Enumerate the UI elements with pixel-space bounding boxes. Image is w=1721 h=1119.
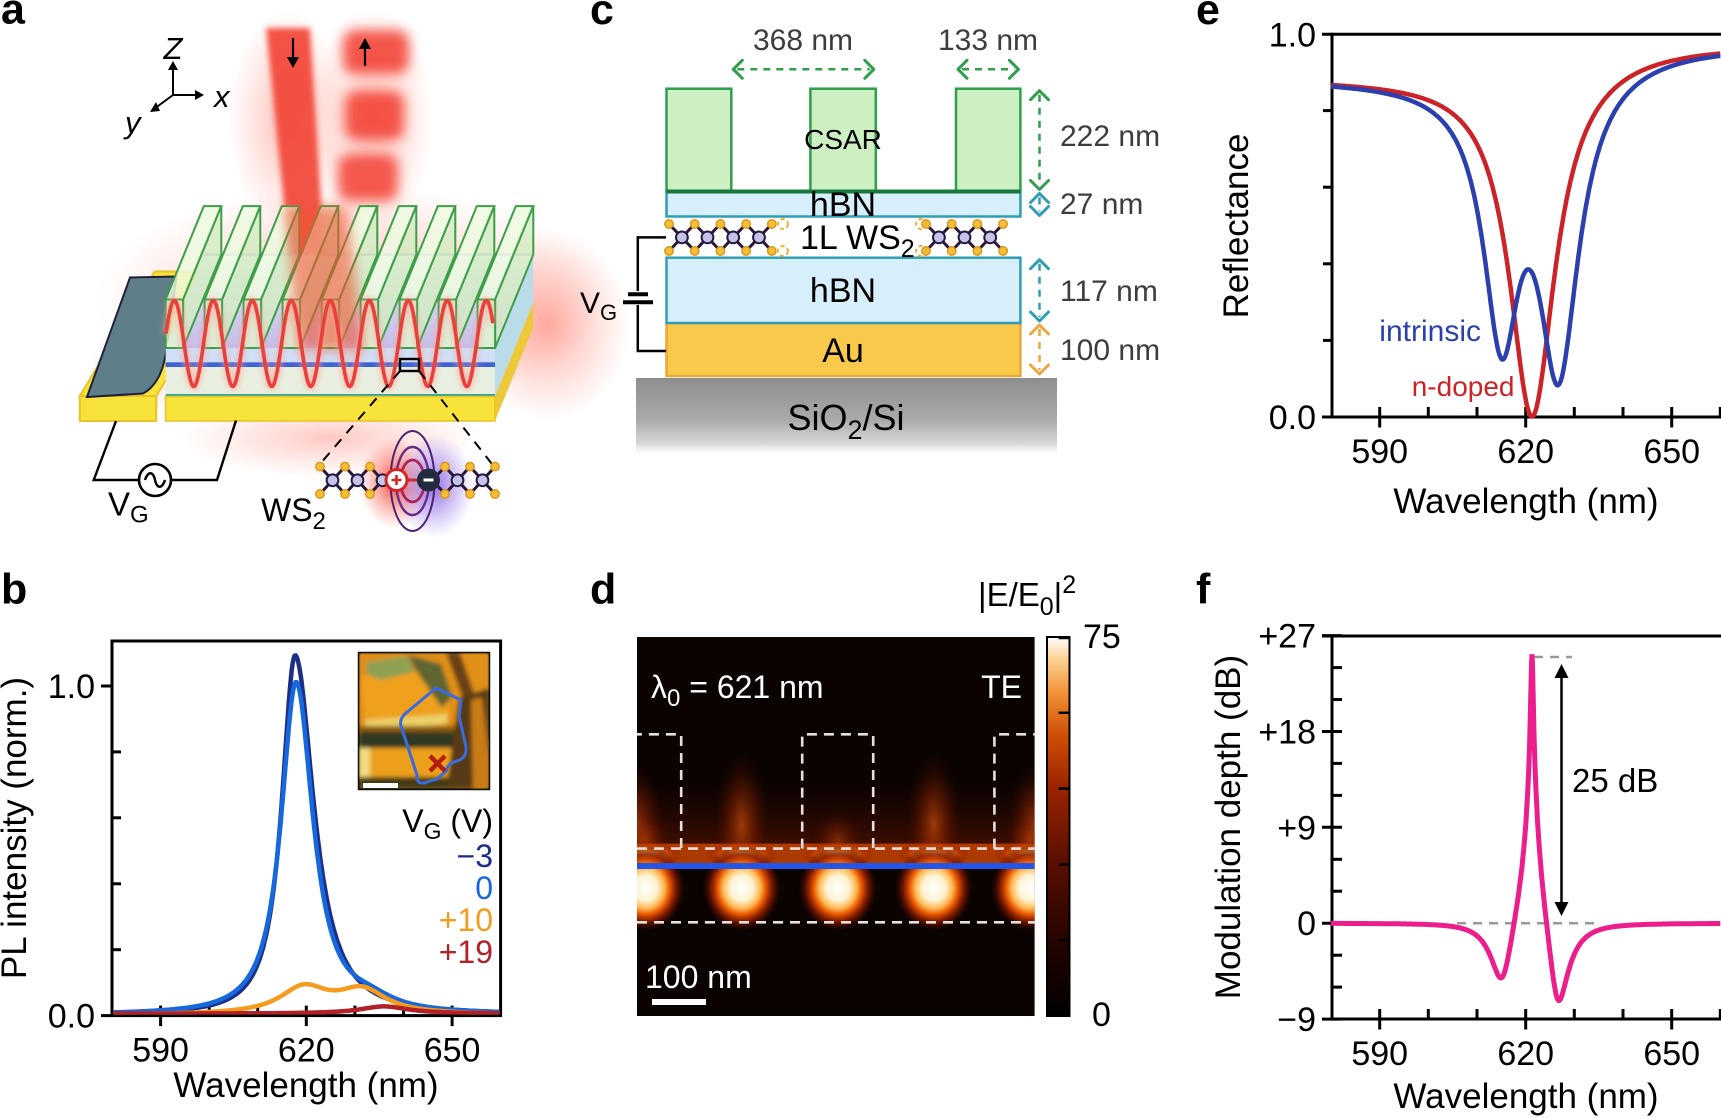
svg-text:+9: +9 bbox=[1277, 809, 1316, 847]
svg-text:+19: +19 bbox=[439, 934, 493, 970]
svg-text:+27: +27 bbox=[1258, 618, 1316, 656]
svg-text:590: 590 bbox=[132, 1032, 189, 1070]
svg-text:Z: Z bbox=[163, 31, 184, 66]
svg-text:Reflectance: Reflectance bbox=[1217, 134, 1256, 319]
svg-text:hBN: hBN bbox=[810, 186, 876, 224]
svg-text:620: 620 bbox=[1497, 1035, 1554, 1073]
svg-text:hBN: hBN bbox=[810, 272, 876, 310]
svg-text:x: x bbox=[212, 79, 231, 114]
svg-text:b: b bbox=[1, 566, 27, 614]
svg-text:VG: VG bbox=[580, 287, 617, 325]
svg-text:e: e bbox=[1196, 0, 1220, 34]
svg-text:|E/E0|2: |E/E0|2 bbox=[978, 571, 1076, 621]
svg-text:222 nm: 222 nm bbox=[1060, 120, 1160, 153]
svg-text:SiO2/Si: SiO2/Si bbox=[787, 397, 904, 445]
svg-text:620: 620 bbox=[1497, 433, 1554, 471]
svg-text:Modulation depth (dB): Modulation depth (dB) bbox=[1209, 655, 1248, 999]
svg-text:a: a bbox=[1, 0, 26, 34]
svg-text:Wavelength (nm): Wavelength (nm) bbox=[1393, 482, 1658, 521]
svg-text:1L WS2: 1L WS2 bbox=[800, 219, 915, 263]
svg-text:+18: +18 bbox=[1258, 714, 1316, 752]
svg-text:−9: −9 bbox=[1277, 1001, 1316, 1039]
svg-text:+10: +10 bbox=[439, 902, 493, 938]
svg-text:620: 620 bbox=[278, 1032, 335, 1070]
svg-text:590: 590 bbox=[1351, 1035, 1408, 1073]
svg-text:1.0: 1.0 bbox=[48, 668, 95, 706]
svg-text:intrinsic: intrinsic bbox=[1379, 315, 1481, 348]
svg-text:n-doped: n-doped bbox=[1412, 371, 1515, 402]
svg-text:1.0: 1.0 bbox=[1269, 16, 1316, 54]
svg-text:117 nm: 117 nm bbox=[1060, 275, 1158, 308]
svg-text:27 nm: 27 nm bbox=[1060, 188, 1143, 221]
svg-text:0: 0 bbox=[1092, 996, 1111, 1034]
svg-text:WS2: WS2 bbox=[261, 492, 326, 535]
svg-text:Au: Au bbox=[822, 332, 864, 370]
svg-text:650: 650 bbox=[1643, 1035, 1700, 1073]
svg-text:100 nm: 100 nm bbox=[645, 959, 752, 995]
svg-text:0: 0 bbox=[475, 870, 493, 906]
svg-text:Wavelength (nm): Wavelength (nm) bbox=[1393, 1077, 1658, 1116]
svg-text:0.0: 0.0 bbox=[48, 998, 95, 1036]
svg-text:0: 0 bbox=[1297, 905, 1316, 943]
svg-text:−3: −3 bbox=[457, 838, 493, 874]
svg-text:y: y bbox=[123, 105, 143, 140]
svg-text:f: f bbox=[1196, 566, 1211, 614]
svg-text:100 nm: 100 nm bbox=[1060, 334, 1160, 367]
svg-text:d: d bbox=[590, 566, 616, 614]
svg-text:25 dB: 25 dB bbox=[1572, 762, 1658, 799]
svg-text:650: 650 bbox=[424, 1032, 481, 1070]
svg-text:Wavelength (nm): Wavelength (nm) bbox=[173, 1066, 438, 1105]
svg-text:CSAR: CSAR bbox=[804, 124, 882, 155]
svg-text:650: 650 bbox=[1643, 433, 1700, 471]
svg-text:VG (V): VG (V) bbox=[402, 803, 493, 844]
svg-text:TE: TE bbox=[981, 669, 1022, 705]
svg-text:75: 75 bbox=[1083, 618, 1121, 656]
svg-text:590: 590 bbox=[1351, 433, 1408, 471]
svg-text:368 nm: 368 nm bbox=[753, 24, 853, 57]
svg-text:λ0 = 621 nm: λ0 = 621 nm bbox=[651, 669, 824, 712]
svg-text:c: c bbox=[590, 0, 614, 34]
svg-text:133 nm: 133 nm bbox=[938, 24, 1038, 57]
svg-text:0.0: 0.0 bbox=[1269, 399, 1316, 437]
svg-text:PL intensity (norm.): PL intensity (norm.) bbox=[0, 677, 34, 979]
